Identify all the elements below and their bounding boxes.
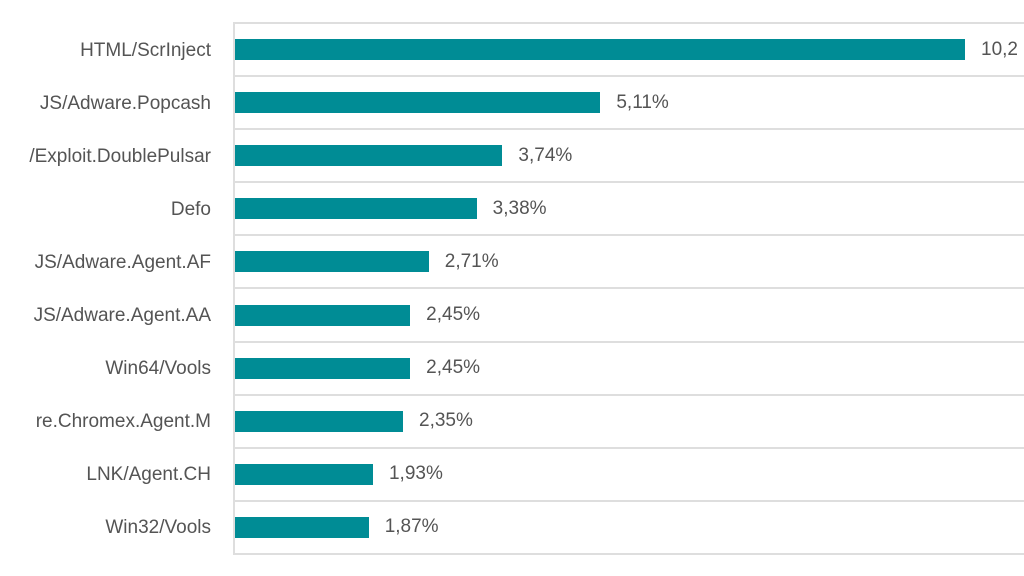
bar xyxy=(235,251,429,273)
chart-row: 2,45% xyxy=(235,289,1024,343)
category-label: JS/Adware.Popcash xyxy=(39,92,211,114)
category-label: Win32/Vools xyxy=(105,517,211,539)
chart-row: 5,11% xyxy=(235,77,1024,131)
value-label: 2,45% xyxy=(426,304,481,326)
bar xyxy=(235,92,601,114)
bar xyxy=(235,463,373,485)
category-label: Win64/Vools xyxy=(105,358,211,380)
category-label: HTML/ScrInject xyxy=(80,39,211,61)
category-label: re.Chromex.Agent.M xyxy=(35,411,211,433)
value-label: 1,87% xyxy=(384,516,439,538)
category-label: Defo xyxy=(170,198,211,220)
bar xyxy=(235,198,477,220)
bar xyxy=(235,357,411,379)
chart-row: 1,87% xyxy=(235,502,1024,555)
value-label: 3,74% xyxy=(518,144,573,166)
category-label: JS/Adware.Agent.AF xyxy=(34,251,211,273)
value-label: 2,35% xyxy=(419,410,473,432)
value-label: 2,45% xyxy=(426,357,481,379)
bar xyxy=(235,304,411,326)
value-label: 2,71% xyxy=(444,250,499,272)
category-label: /Exploit.DoublePulsar xyxy=(29,145,211,167)
value-label: 5,11% xyxy=(616,91,669,113)
category-label: JS/Adware.Agent.AA xyxy=(33,305,211,327)
value-label: 3,38% xyxy=(492,197,547,219)
bar xyxy=(235,516,369,538)
chart-row: 2,45% xyxy=(235,343,1024,396)
chart-row: 1,93% xyxy=(235,449,1024,502)
chart-row: 10,2 xyxy=(235,24,1024,78)
plot-area: 10,2 5,11% 3,74% 3,38% 2,71% 2,45% 2,45%… xyxy=(233,22,1024,555)
chart-row: 3,74% xyxy=(235,130,1024,184)
chart-row: 2,35% xyxy=(235,396,1024,449)
chart-row: 3,38% xyxy=(235,183,1024,237)
bar xyxy=(235,410,404,432)
bar xyxy=(235,145,503,167)
category-axis: HTML/ScrInject JS/Adware.Popcash/Exploit.… xyxy=(0,24,211,555)
value-label: 10,2 xyxy=(981,38,1018,60)
bar xyxy=(235,39,965,61)
category-label: LNK/Agent.CH xyxy=(86,464,211,486)
chart-row: 2,71% xyxy=(235,236,1024,290)
value-label: 1,93% xyxy=(388,463,443,485)
